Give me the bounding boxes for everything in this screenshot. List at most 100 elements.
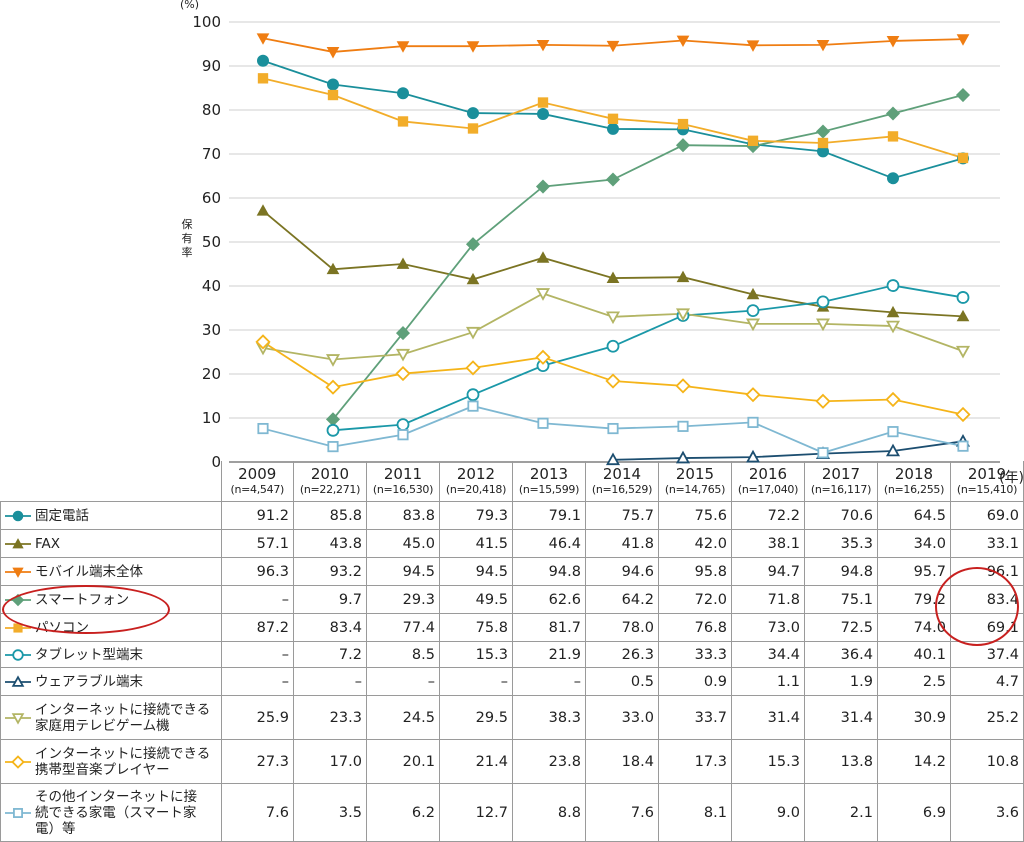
data-point — [465, 237, 481, 252]
table-cell: 81.7 — [511, 613, 586, 642]
data-point — [256, 204, 270, 216]
table-cell: 31.4 — [730, 695, 805, 740]
table-cell: 75.8 — [438, 613, 513, 642]
data-point — [537, 107, 549, 120]
table-cell: 27.3 — [220, 739, 294, 784]
annotation-circle-2019-values — [935, 567, 1019, 646]
data-point — [677, 420, 689, 432]
data-point — [536, 251, 550, 263]
y-tick-label: 30 — [202, 321, 221, 339]
table-cell: 34.4 — [730, 641, 805, 668]
data-point — [885, 320, 901, 334]
table-row: その他インターネットに接 続できる家電（スマート家 電）等 7.6 3.5 6.2 12.7… — [0, 783, 1024, 842]
sample-size-label: (n=16,255) — [883, 483, 945, 496]
data-point — [887, 426, 899, 438]
data-point — [675, 138, 691, 153]
data-point — [957, 152, 969, 164]
sample-size-label: (n=22,271) — [299, 483, 361, 496]
data-point — [396, 257, 410, 269]
data-point — [956, 309, 970, 322]
legend-entry: インターネットに接続できる 携帯型音楽プレイヤー — [0, 739, 222, 784]
table-cell: 21.9 — [511, 641, 586, 668]
table-cell: – — [220, 667, 294, 696]
legend-entry: その他インターネットに接 続できる家電（スマート家 電）等 — [0, 783, 222, 842]
table-cell: 64.5 — [876, 501, 951, 530]
table-cell: 62.6 — [511, 585, 586, 614]
legend-label: インターネットに接続できる 携帯型音楽プレイヤー — [35, 745, 211, 778]
table-cell: 8.1 — [657, 783, 732, 842]
x-tick-label: 2009 (n=4,547) — [220, 461, 294, 502]
table-cell: 73.0 — [730, 613, 805, 642]
table-cell: 13.8 — [803, 739, 878, 784]
table-cell: 7.2 — [292, 641, 367, 668]
table-row: モバイル端末全体 96.3 93.2 94.5 94.5 94.8 94.6 95.8 94.7… — [0, 557, 1024, 586]
data-point — [466, 388, 480, 402]
data-point — [397, 87, 409, 100]
legend-entry: タブレット型端末 — [0, 641, 222, 668]
table-cell: 20.1 — [365, 739, 440, 784]
table-row: インターネットに接続できる 家庭用テレビゲーム機 25.9 23.3 24.5 29.5 3… — [0, 695, 1024, 740]
table-cell: 72.2 — [730, 501, 805, 530]
data-point — [467, 123, 479, 134]
table-cell: 25.9 — [220, 695, 294, 740]
legend-label: その他インターネットに接 続できる家電（スマート家 電）等 — [35, 788, 197, 837]
table-cell: 75.6 — [657, 501, 732, 530]
legend-entry: モバイル端末全体 — [0, 557, 222, 586]
data-point — [747, 416, 759, 428]
data-point — [816, 39, 830, 52]
data-point — [886, 36, 900, 48]
table-cell: 15.3 — [730, 739, 805, 784]
data-point — [397, 116, 409, 127]
table-cell: 41.5 — [438, 529, 513, 558]
table-header-row: 2009 (n=4,547) 2010 (n=22,271) 2011 (n=16,530… — [0, 461, 1024, 502]
table-cell: 95.8 — [657, 557, 732, 586]
table-cell: 94.7 — [730, 557, 805, 586]
data-point — [535, 179, 551, 194]
table-cell: 33.1 — [949, 529, 1024, 558]
data-point — [745, 318, 761, 332]
series-line — [332, 94, 964, 420]
data-point — [605, 172, 621, 187]
data-point — [746, 287, 760, 300]
table-cell: 45.0 — [365, 529, 440, 558]
data-point — [537, 417, 549, 429]
table-cell: – — [365, 667, 440, 696]
x-tick-label: 2016 (n=17,040) — [730, 461, 805, 502]
table-cell: 15.3 — [438, 641, 513, 668]
data-point — [816, 295, 830, 309]
table-cell: 78.0 — [584, 613, 659, 642]
x-tick-label: 2018 (n=16,255) — [876, 461, 951, 502]
table-cell: 49.5 — [438, 585, 513, 614]
y-tick-label: 50 — [202, 233, 221, 251]
table-cell: 0.9 — [657, 667, 732, 696]
sample-size-label: (n=16,529) — [591, 483, 653, 496]
table-cell: – — [292, 667, 367, 696]
data-point — [957, 440, 969, 452]
y-tick-label: 20 — [202, 365, 221, 383]
data-point — [325, 379, 341, 395]
data-point — [395, 348, 411, 362]
table-cell: 7.6 — [584, 783, 659, 842]
data-table: 2009 (n=4,547) 2010 (n=22,271) 2011 (n=16,530… — [0, 461, 1024, 842]
data-point — [887, 172, 899, 185]
data-point — [256, 33, 270, 45]
table-cell: 96.3 — [220, 557, 294, 586]
data-point — [466, 272, 480, 285]
data-point — [885, 391, 901, 408]
table-cell: 3.6 — [949, 783, 1024, 842]
table-row: ウェアラブル端末 – – – – –0.5 0.9 1.1 1.9 2.5 4.7 — [0, 667, 1024, 696]
legend-entry: FAX — [0, 529, 222, 558]
legend-entry: ウェアラブル端末 — [0, 667, 222, 696]
data-point — [675, 308, 691, 322]
y-axis-label: 保有率 — [182, 217, 193, 259]
table-cell: 9.0 — [730, 783, 805, 842]
data-point — [326, 47, 340, 59]
table-cell: 93.2 — [292, 557, 367, 586]
table-cell: 6.9 — [876, 783, 951, 842]
data-point — [885, 443, 901, 457]
annotation-circle-row-labels — [2, 585, 170, 634]
data-point — [396, 41, 410, 53]
data-point — [537, 97, 549, 108]
data-point — [535, 349, 551, 365]
